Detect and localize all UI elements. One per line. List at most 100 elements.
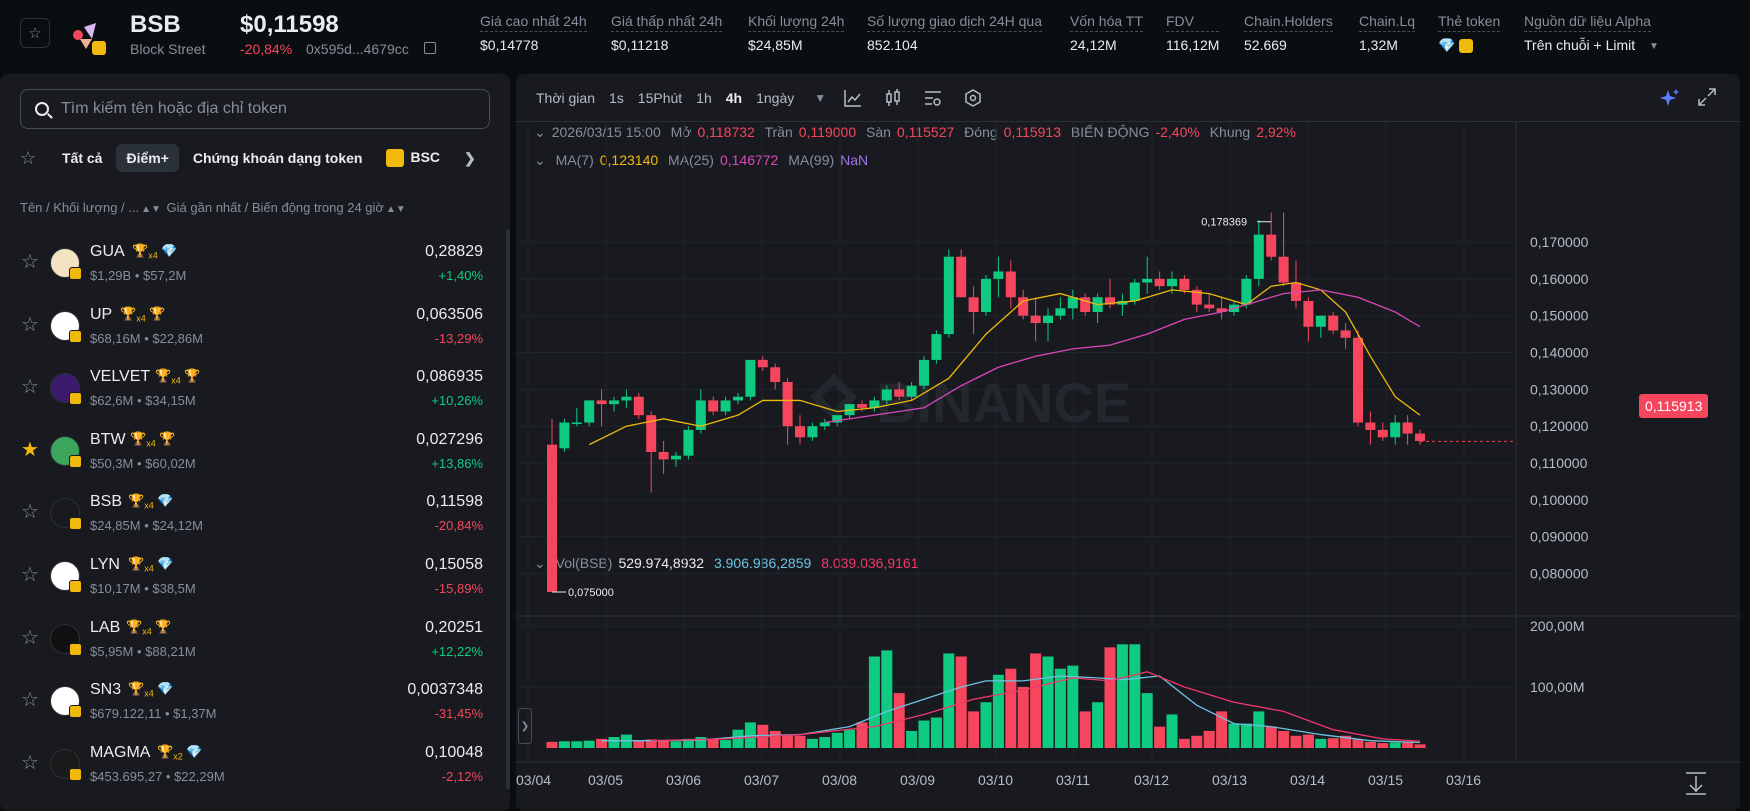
favorite-star-icon[interactable]: ☆ <box>21 313 39 336</box>
volume-bar <box>1191 735 1203 748</box>
volume-bar <box>1327 738 1339 748</box>
stat-value: $0,14778 <box>480 37 539 53</box>
candlestick-icon[interactable] <box>884 88 902 107</box>
time-axis-label: 03/14 <box>1290 772 1325 788</box>
candle-body <box>782 382 793 427</box>
stat-9: Nguồn dữ liệu Alpha Trên chuỗi + Limit ▼ <box>1524 13 1659 53</box>
favorite-star-icon[interactable]: ☆ <box>21 563 39 586</box>
settings-gear-icon[interactable] <box>964 88 982 107</box>
token-row-sn3[interactable]: ☆ SN3 🏆x4 💎 $679.122,11 • $1,37M 0,0037348 -3… <box>0 670 500 733</box>
interval-4h[interactable]: 4h <box>725 89 743 106</box>
multiplier-label: x4 <box>142 626 152 637</box>
stat-4: Vốn hóa TT 24,12M <box>1070 13 1143 53</box>
interval-15m[interactable]: 15Phút <box>637 89 683 106</box>
candle-body <box>1241 278 1252 305</box>
token-name: MAGMA <box>90 743 151 761</box>
legend-collapse-chevron-icon[interactable]: ⌄ <box>534 124 546 140</box>
favorite-star-icon[interactable]: ☆ <box>20 18 50 48</box>
volume-bar <box>1240 723 1252 748</box>
token-change: -13,29% <box>434 330 483 346</box>
token-row-velvet[interactable]: ☆ VELVET 🏆x4 🏆 $62,6M • $34,15M 0,086935 +10,… <box>0 357 500 420</box>
bsc-badge-icon <box>69 767 82 781</box>
gem-icon: 💎 <box>186 743 203 759</box>
favorite-star-icon[interactable]: ☆ <box>21 689 39 712</box>
vol-collapse-chevron-icon[interactable]: ⌄ <box>534 555 546 571</box>
token-change: -15,89% <box>434 580 483 596</box>
favorites-filter-icon[interactable]: ☆ <box>20 147 37 168</box>
candle-body <box>770 367 781 382</box>
volume-bar <box>596 738 608 748</box>
volume-bar <box>682 738 694 748</box>
token-row-gua[interactable]: ☆ GUA 🏆x4 💎 $1,29B • $57,2M 0,28829 +1,40% <box>0 232 500 295</box>
panel-collapse-chevron-icon[interactable]: ❯ <box>518 708 532 744</box>
interval-1s[interactable]: 1s <box>609 89 624 106</box>
trophy-icon: 🏆 <box>149 305 166 321</box>
favorite-star-icon[interactable]: ☆ <box>21 251 39 273</box>
sort-price-change[interactable]: Giá gần nhất / Biến động trong 24 giờ <box>166 200 384 215</box>
token-row-magma[interactable]: ☆ MAGMA 🏆x2 💎 $453.695,27 • $22,29M 0,10048 -… <box>0 733 500 796</box>
sort-name-volume[interactable]: Tên / Khối lượng / ... <box>20 200 140 215</box>
token-row-up[interactable]: ☆ UP 🏆x4 🏆 $68,16M • $22,86M 0,063506 -13,29% <box>0 295 500 358</box>
candle-body <box>1303 300 1314 327</box>
filter-all[interactable]: Tất cả <box>62 150 103 166</box>
token-row-lyn[interactable]: ☆ LYN 🏆x4 💎 $10,17M • $38,5M 0,15058 -15,89% <box>0 545 500 608</box>
token-logo <box>50 560 82 593</box>
stat-label: FDV <box>1166 13 1220 32</box>
token-tags: 🏆x4 💎 <box>128 493 174 511</box>
search-box[interactable] <box>20 89 490 129</box>
more-filters-chevron-icon[interactable]: ❯ <box>464 149 476 166</box>
token-change: +12,22% <box>431 643 483 659</box>
bsb-token-logo <box>73 23 106 55</box>
candle-body <box>881 389 892 401</box>
source-dropdown-chevron-icon[interactable]: ▼ <box>1649 41 1659 52</box>
candle-body <box>807 426 818 438</box>
interval-1h[interactable]: 1h <box>696 89 712 106</box>
ma-collapse-chevron-icon[interactable]: ⌄ <box>534 152 546 168</box>
filter-tokenized-stocks[interactable]: Chứng khoán dạng token <box>192 150 363 166</box>
token-row-btw[interactable]: ★ BTW 🏆x4 🏆 $50,3M • $60,02M 0,027296 +13,86% <box>0 420 500 483</box>
scroll-to-latest-icon[interactable] <box>1686 772 1706 795</box>
favorite-star-icon[interactable]: ☆ <box>21 751 39 774</box>
token-price: 0,10048 <box>425 743 483 761</box>
candle-body <box>906 385 917 397</box>
filter-points[interactable]: Điểm+ <box>116 144 179 172</box>
candle-body <box>1142 278 1153 283</box>
price-axis-label: 0,130000 <box>1530 381 1589 397</box>
volume-bar <box>670 741 682 748</box>
filter-bsc[interactable]: BSC <box>376 143 450 173</box>
stat-value: 852.104 <box>867 37 918 53</box>
interval-1d[interactable]: 1ngày <box>756 89 795 106</box>
search-input[interactable] <box>61 100 461 118</box>
favorite-star-icon[interactable]: ☆ <box>21 376 39 399</box>
volume-bar <box>558 741 570 748</box>
volume-bar <box>732 729 744 748</box>
stat-value[interactable]: Trên chuỗi + Limit <box>1524 37 1636 53</box>
ai-sparkle-icon[interactable] <box>1660 88 1680 108</box>
volume-bar <box>1278 730 1290 748</box>
contract-address[interactable]: 0x595d...4679cc <box>306 41 409 57</box>
favorite-star-icon[interactable]: ☆ <box>21 626 39 649</box>
interval-dropdown-icon[interactable]: ▼ <box>814 90 827 105</box>
candle-body <box>757 359 768 368</box>
volume-bar <box>658 740 670 748</box>
favorite-star-icon[interactable]: ★ <box>21 438 39 461</box>
volume-bar <box>571 741 583 748</box>
favorite-star-icon[interactable]: ☆ <box>21 501 39 524</box>
volume-bar <box>1402 741 1414 748</box>
max-price-label: 0,178369 <box>1201 217 1247 229</box>
current-price-tag: 0,115913 <box>1639 394 1709 418</box>
list-scrollbar[interactable] <box>506 229 510 789</box>
fullscreen-icon[interactable] <box>1698 88 1718 108</box>
token-row-bsb[interactable]: ☆ BSB 🏆x4 💎 $24,85M • $24,12M 0,11598 -20,84% <box>0 482 500 545</box>
stat-value: 52.669 <box>1244 37 1287 53</box>
line-chart-icon[interactable] <box>844 89 862 107</box>
candle-body <box>968 297 979 312</box>
token-row-lab[interactable]: ☆ LAB 🏆x4 🏆 $5,95M • $88,21M 0,20251 +12,22% <box>0 608 500 671</box>
candlestick-chart[interactable]: 0,170000 0,160000 0,150000 0,140000 0,130000… <box>516 122 1740 811</box>
min-price-label: 0,075000 <box>568 587 614 599</box>
token-volume-mcap: $50,3M • $60,02M <box>90 455 196 471</box>
indicators-icon[interactable] <box>924 89 942 107</box>
candle-body <box>547 444 557 592</box>
candle-body <box>1129 282 1140 301</box>
copy-icon[interactable] <box>424 42 436 54</box>
